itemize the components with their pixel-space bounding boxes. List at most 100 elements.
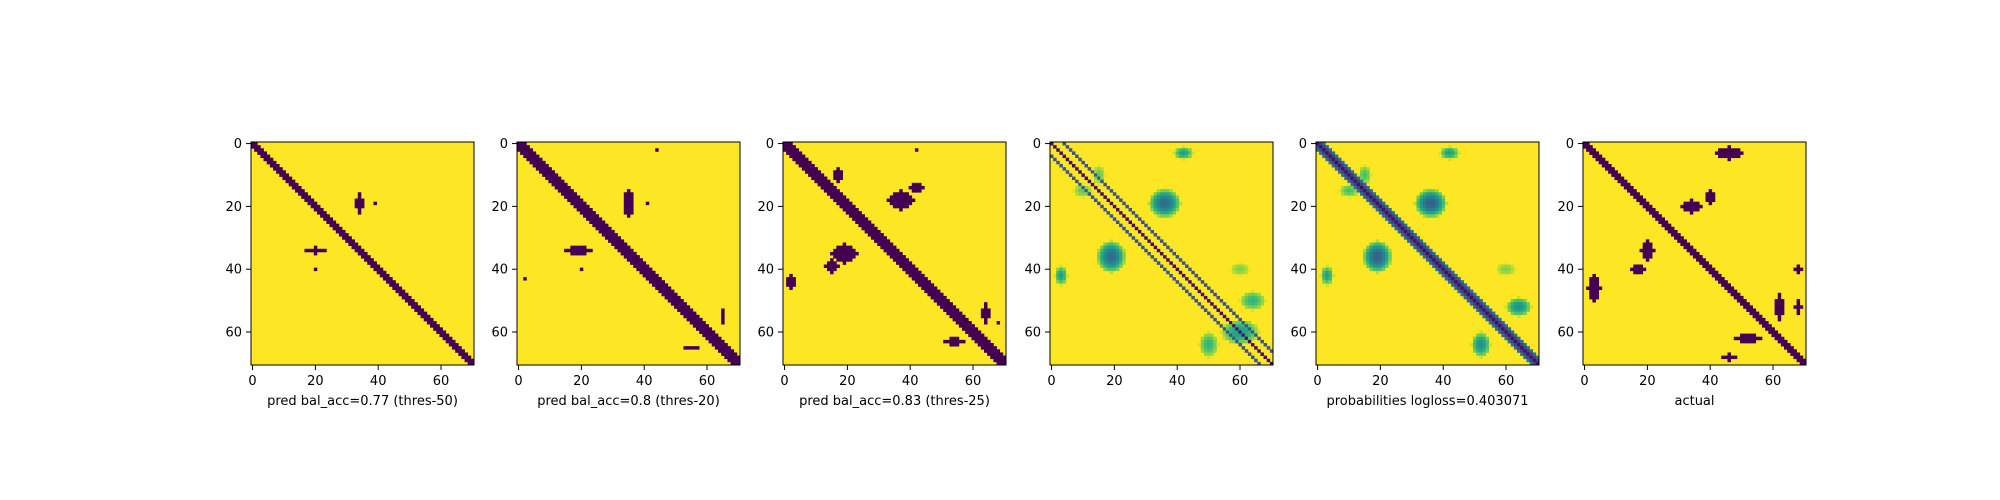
heatmap-cell (1178, 154, 1183, 159)
heatmap-cell (1366, 189, 1370, 193)
heatmap-cell (1758, 314, 1763, 319)
heatmap-cell (304, 192, 308, 196)
heatmap-cell (811, 167, 815, 171)
heatmap-cell (836, 195, 840, 199)
heatmap-cell (987, 343, 991, 347)
heatmap-cell (351, 239, 355, 243)
heatmap-cell (1768, 324, 1772, 328)
heatmap-cell (648, 277, 653, 281)
heatmap-cell (1241, 324, 1246, 328)
heatmap-cell (1087, 167, 1092, 171)
heatmap-cell (338, 233, 343, 237)
heatmap-cell (1251, 299, 1255, 303)
heatmap-cell (1780, 302, 1785, 306)
heatmap-cell (1112, 258, 1117, 262)
heatmap-cell (870, 226, 875, 231)
heatmap-cell (1244, 349, 1249, 353)
heatmap-cell (1765, 324, 1769, 328)
heatmap-cell (266, 157, 271, 162)
heatmap-cell (902, 201, 906, 206)
heatmap-cell (1425, 251, 1430, 256)
heatmap-cell (792, 157, 796, 162)
heatmap-cell (1510, 267, 1515, 272)
heatmap-cell (1463, 286, 1468, 290)
heatmap-cell (918, 182, 922, 187)
heatmap-cell (1517, 336, 1521, 341)
heatmap-cell (455, 343, 459, 347)
heatmap-cell (1479, 352, 1483, 356)
heatmap-cell (1266, 346, 1271, 350)
heatmap-cell (845, 204, 850, 209)
heatmap-cell (360, 248, 365, 253)
heatmap-cell (1758, 317, 1763, 322)
heatmap-cell (1479, 333, 1483, 338)
heatmap-cell (1447, 273, 1452, 278)
heatmap-cell (1601, 157, 1606, 162)
heatmap-cell (1109, 261, 1114, 265)
heatmap-cell (1702, 258, 1706, 262)
heatmap-cell (1375, 239, 1380, 243)
heatmap-cell (1166, 192, 1170, 196)
heatmap-cell (1150, 195, 1154, 199)
heatmap-cell (1438, 151, 1442, 155)
heatmap-cell (376, 270, 381, 275)
heatmap-cell (576, 201, 581, 206)
heatmap-cell (417, 311, 421, 316)
heatmap-cell (1257, 295, 1261, 300)
heatmap-cell (1683, 204, 1687, 209)
heatmap-cell (1369, 195, 1373, 199)
heatmap-cell (595, 220, 600, 225)
heatmap-cell (433, 321, 437, 325)
heatmap-cell (1718, 151, 1722, 155)
heatmap-cell (936, 302, 941, 306)
heatmap-cell (648, 270, 653, 275)
heatmap-cell (1366, 198, 1370, 203)
heatmap-cell (648, 267, 653, 272)
heatmap-cell (1705, 264, 1709, 268)
heatmap-cell (601, 233, 606, 237)
heatmap-cell (1394, 223, 1399, 228)
heatmap-cell (1482, 311, 1486, 316)
y-tick-label: 40 (1290, 263, 1307, 278)
heatmap-cell (1780, 336, 1785, 341)
heatmap-cell (1106, 261, 1111, 265)
heatmap-cell (1708, 270, 1713, 275)
heatmap-cell (867, 229, 872, 234)
heatmap-cell (1774, 330, 1779, 334)
heatmap-cell (842, 242, 847, 246)
heatmap-cell (401, 295, 406, 300)
heatmap-cell (1711, 192, 1716, 196)
heatmap-cell (1777, 314, 1782, 319)
heatmap-cell (1639, 201, 1644, 206)
heatmap-cell (1777, 339, 1782, 344)
heatmap-cell (789, 145, 793, 149)
heatmap-cell (589, 207, 593, 212)
heatmap-cell (1341, 167, 1345, 171)
heatmap-cell (307, 198, 312, 203)
heatmap-cell (1513, 311, 1518, 316)
heatmap-cell (1097, 251, 1101, 256)
heatmap-cell (1501, 321, 1505, 325)
heatmap-cell (1238, 317, 1242, 322)
heatmap-cell (1777, 336, 1782, 341)
heatmap-cell (833, 267, 837, 272)
heatmap-cell (1075, 179, 1079, 184)
heatmap-cell (411, 299, 415, 303)
y-tick-label: 40 (1557, 263, 1574, 278)
y-tick-label: 0 (766, 137, 774, 152)
heatmap-image (517, 142, 741, 366)
heatmap-cell (804, 167, 809, 171)
heatmap-cell (999, 355, 1004, 360)
heatmap-cell (1097, 179, 1101, 184)
heatmap-cell (921, 273, 925, 278)
heatmap-cell (1642, 198, 1647, 203)
heatmap-cell (1689, 207, 1694, 212)
heatmap-cell (551, 173, 556, 177)
heatmap-cell (1344, 173, 1348, 177)
heatmap-cell (836, 179, 840, 184)
heatmap-cell (1109, 264, 1114, 268)
heatmap-cell (1736, 299, 1741, 303)
heatmap-cell (1078, 185, 1082, 190)
heatmap-cell (1062, 280, 1067, 284)
heatmap-cell (1359, 185, 1364, 190)
